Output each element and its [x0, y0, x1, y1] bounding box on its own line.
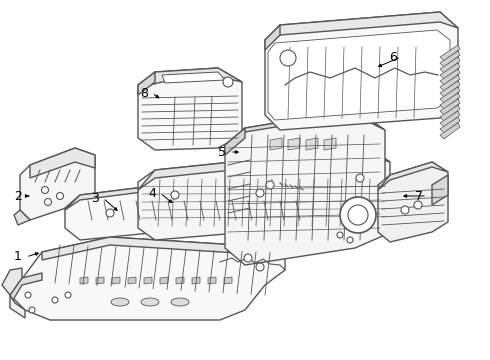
Text: 2: 2: [14, 189, 22, 202]
Polygon shape: [288, 138, 300, 150]
Polygon shape: [138, 148, 390, 240]
Circle shape: [337, 232, 343, 238]
Circle shape: [244, 254, 252, 262]
Circle shape: [356, 174, 364, 182]
Polygon shape: [440, 123, 460, 139]
Polygon shape: [270, 138, 282, 150]
Polygon shape: [265, 12, 458, 45]
Polygon shape: [268, 30, 450, 120]
Polygon shape: [2, 268, 22, 295]
Polygon shape: [138, 68, 242, 150]
Ellipse shape: [141, 298, 159, 306]
Polygon shape: [208, 277, 216, 284]
Text: 7: 7: [415, 189, 423, 202]
Polygon shape: [144, 277, 152, 284]
Polygon shape: [20, 148, 95, 220]
Polygon shape: [440, 45, 460, 61]
Circle shape: [340, 197, 376, 233]
Polygon shape: [440, 57, 460, 73]
Polygon shape: [138, 72, 155, 95]
Polygon shape: [225, 110, 385, 148]
Polygon shape: [225, 110, 385, 265]
Polygon shape: [192, 277, 200, 284]
Polygon shape: [65, 170, 310, 210]
Circle shape: [29, 307, 35, 313]
Polygon shape: [112, 277, 120, 284]
Polygon shape: [65, 170, 310, 240]
Polygon shape: [42, 237, 285, 260]
Circle shape: [42, 186, 49, 194]
Ellipse shape: [171, 298, 189, 306]
Polygon shape: [440, 51, 460, 67]
Circle shape: [414, 201, 422, 209]
Polygon shape: [10, 295, 25, 318]
Circle shape: [25, 292, 31, 298]
Polygon shape: [440, 63, 460, 79]
Polygon shape: [440, 75, 460, 91]
Polygon shape: [138, 148, 390, 190]
Circle shape: [223, 77, 233, 87]
Text: 6: 6: [389, 50, 397, 63]
Polygon shape: [128, 277, 136, 284]
Circle shape: [171, 191, 179, 199]
Circle shape: [280, 50, 296, 66]
Polygon shape: [30, 148, 95, 178]
Polygon shape: [14, 210, 30, 225]
Polygon shape: [96, 277, 104, 284]
Circle shape: [52, 297, 58, 303]
Circle shape: [401, 206, 409, 214]
Circle shape: [56, 193, 64, 199]
Polygon shape: [224, 277, 232, 284]
Circle shape: [45, 198, 51, 206]
Circle shape: [106, 209, 114, 217]
Polygon shape: [324, 138, 336, 150]
Ellipse shape: [111, 298, 129, 306]
Circle shape: [266, 181, 274, 189]
Polygon shape: [432, 175, 448, 205]
Circle shape: [65, 292, 71, 298]
Text: 3: 3: [91, 192, 99, 204]
Polygon shape: [440, 105, 460, 121]
Circle shape: [256, 189, 264, 197]
Polygon shape: [440, 99, 460, 115]
Polygon shape: [176, 277, 184, 284]
Text: 4: 4: [148, 186, 156, 199]
Polygon shape: [265, 25, 280, 50]
Polygon shape: [440, 87, 460, 103]
Circle shape: [348, 205, 368, 225]
Polygon shape: [10, 273, 42, 300]
Polygon shape: [440, 81, 460, 97]
Polygon shape: [162, 72, 225, 83]
Text: 5: 5: [218, 145, 226, 158]
Polygon shape: [80, 277, 88, 284]
Polygon shape: [440, 93, 460, 109]
Text: 1: 1: [14, 251, 22, 264]
Polygon shape: [378, 162, 448, 242]
Polygon shape: [440, 111, 460, 127]
Polygon shape: [440, 117, 460, 133]
Polygon shape: [10, 237, 285, 320]
Polygon shape: [306, 138, 318, 150]
Text: 8: 8: [140, 86, 148, 99]
Polygon shape: [265, 12, 458, 130]
Polygon shape: [440, 69, 460, 85]
Polygon shape: [160, 277, 168, 284]
Polygon shape: [138, 68, 242, 88]
Polygon shape: [378, 162, 448, 190]
Circle shape: [347, 237, 353, 243]
Polygon shape: [225, 128, 245, 155]
Circle shape: [256, 263, 264, 271]
